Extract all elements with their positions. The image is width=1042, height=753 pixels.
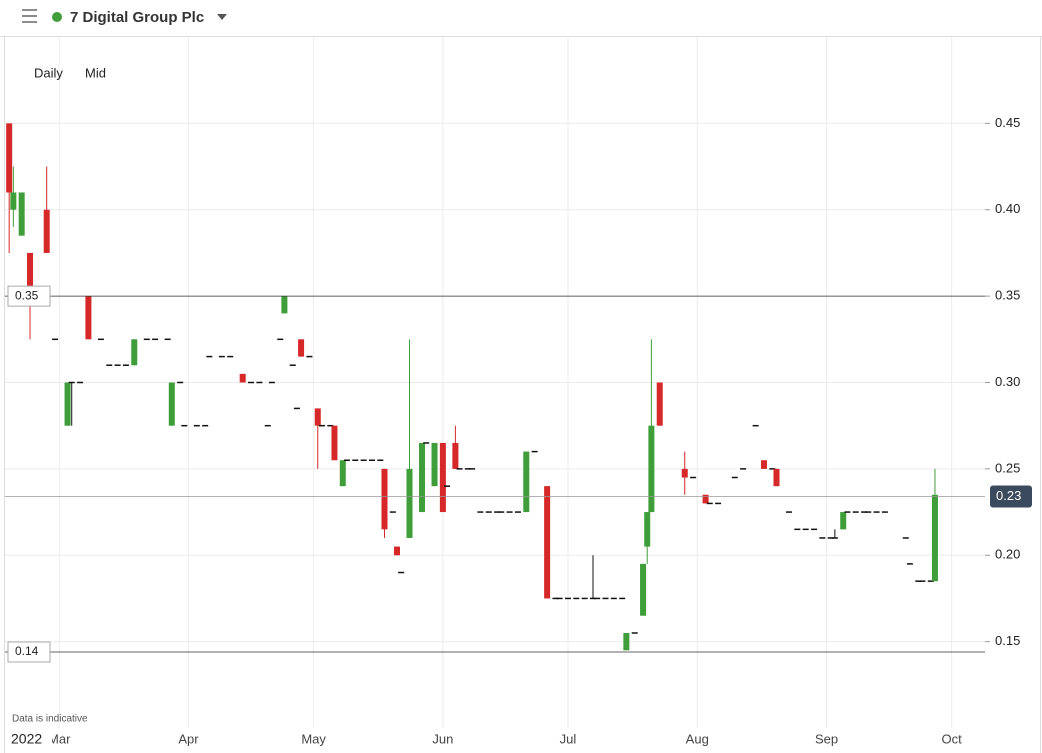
candle-body (406, 468, 413, 538)
candle-body (339, 460, 346, 487)
candles (6, 123, 938, 651)
y-tick-label: 0.45 (995, 115, 1020, 130)
x-tick-label: May (301, 731, 326, 746)
candle-body (623, 632, 630, 651)
x-tick-label: Sep (815, 731, 838, 746)
year-label: 2022 (11, 731, 42, 747)
y-tick-label: 0.15 (995, 633, 1020, 648)
candle-body (314, 408, 321, 426)
candle-body (648, 425, 655, 513)
dropdown-caret[interactable] (217, 14, 227, 20)
y-tick-label: 0.30 (995, 374, 1020, 389)
candle-body (27, 252, 34, 297)
reference-label-box (7, 641, 51, 663)
year-box (6, 730, 52, 750)
y-tick-label: 0.25 (995, 460, 1020, 475)
candle-body (6, 123, 13, 193)
candle-body (43, 209, 50, 253)
candle-body (640, 563, 647, 616)
x-tick-label: Mar (48, 731, 71, 746)
menu-icon[interactable] (22, 9, 37, 23)
candle-body (439, 442, 446, 513)
candle-body (681, 468, 688, 478)
candle-body (131, 339, 138, 366)
candle-body (523, 451, 530, 513)
x-tick-label: Aug (686, 731, 709, 746)
y-tick-label: 0.35 (995, 288, 1020, 303)
y-tick-label: 0.20 (995, 547, 1020, 562)
candle-body (931, 494, 938, 582)
candle-body (381, 468, 388, 530)
status-dot (52, 12, 62, 22)
candle-body (281, 296, 288, 314)
candle-body (18, 192, 25, 236)
candle-body (431, 442, 438, 487)
candle-body (760, 460, 767, 469)
overlay: 0.35 0.14 0.23 (5, 285, 1032, 663)
candle-body (452, 442, 459, 469)
instrument-title[interactable]: 7 Digital Group Plc (70, 9, 204, 26)
grid (5, 37, 985, 728)
x-tick-label: Jul (560, 731, 577, 746)
note: Data is indicative (12, 714, 88, 725)
x-tick-label: Oct (942, 731, 963, 746)
candle-body (419, 442, 426, 513)
x-tick-label: Apr (178, 731, 199, 746)
candle-body (702, 494, 709, 504)
candle-body (394, 546, 400, 556)
candle-body (644, 512, 651, 547)
top-bar: 7 Digital Group Plc (0, 9, 1042, 37)
candle-body (331, 425, 338, 461)
y-tick-label: 0.40 (995, 201, 1020, 216)
reference-label: 0.14 (15, 644, 39, 658)
last-price-label: 0.23 (996, 488, 1021, 503)
candle-body (544, 486, 551, 599)
candle-body (64, 382, 71, 426)
candle-body (239, 373, 246, 383)
price-type-label[interactable]: Mid (85, 65, 106, 80)
candle-body (10, 192, 17, 210)
x-tick-label: Jun (432, 731, 453, 746)
last-price-box (990, 485, 1032, 508)
interval-label[interactable]: Daily (34, 65, 63, 80)
candle-body (840, 512, 847, 530)
reference-label: 0.35 (15, 288, 39, 302)
candle-body (656, 382, 663, 426)
reference-label-box (7, 285, 51, 307)
candle-body (298, 339, 305, 357)
candle-body (168, 382, 175, 426)
candle-body (773, 468, 780, 487)
candle-body (85, 296, 92, 340)
